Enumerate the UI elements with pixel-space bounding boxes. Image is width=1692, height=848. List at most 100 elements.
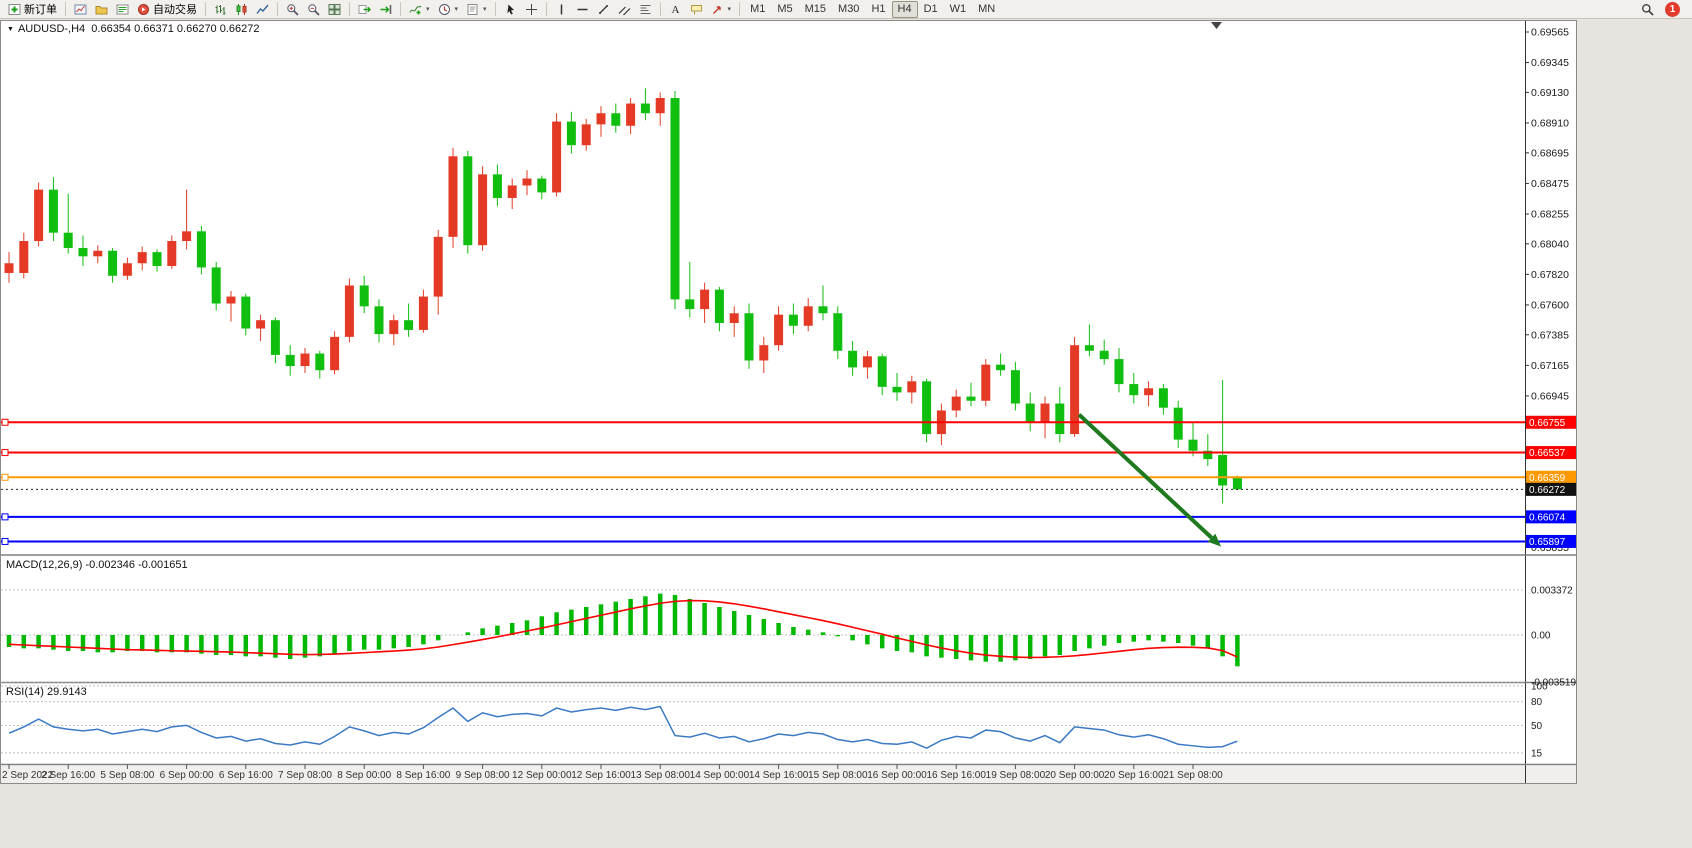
chart-shift-button[interactable] <box>375 1 396 18</box>
line-handle[interactable] <box>1 449 9 457</box>
svg-text:0.65897: 0.65897 <box>1529 537 1566 548</box>
search-button[interactable] <box>1637 1 1658 18</box>
svg-text:0.69130: 0.69130 <box>1531 87 1569 99</box>
trend-line-icon <box>597 3 610 16</box>
horizontal-line-0.65897[interactable]: 0.65897 <box>1 534 1576 548</box>
data-window-button[interactable] <box>112 1 133 18</box>
horizontal-line-0.66074[interactable]: 0.66074 <box>1 510 1576 524</box>
text-label-button[interactable] <box>686 1 707 18</box>
dropdown-caret-icon: ▾ <box>727 6 732 13</box>
timeframe-w1-button[interactable]: W1 <box>944 1 973 18</box>
text-button[interactable]: A <box>665 1 686 18</box>
svg-text:8 Sep 00:00: 8 Sep 00:00 <box>337 770 391 781</box>
svg-text:12 Sep 00:00: 12 Sep 00:00 <box>512 770 572 781</box>
chart-menu-icon[interactable]: ▼ <box>7 26 14 33</box>
periods-button[interactable]: ▾ <box>434 1 463 18</box>
svg-text:15 Sep 08:00: 15 Sep 08:00 <box>808 770 868 781</box>
svg-text:0.69565: 0.69565 <box>1531 27 1569 39</box>
horizontal-line-button[interactable] <box>572 1 593 18</box>
horizontal-line-icon <box>576 3 589 16</box>
horizontal-line-0.66537[interactable]: 0.66537 <box>1 446 1576 460</box>
tile-windows-icon <box>328 3 341 16</box>
timeframe-m5-button[interactable]: M5 <box>771 1 798 18</box>
timeframe-h4-button[interactable]: H4 <box>891 0 918 18</box>
profiles-icon <box>95 3 108 16</box>
crosshair-button[interactable] <box>521 1 542 18</box>
profiles-button[interactable] <box>91 1 112 18</box>
line-handle[interactable] <box>1 473 9 481</box>
svg-text:-0.003519: -0.003519 <box>1531 677 1576 688</box>
candle-chart-button[interactable] <box>231 1 252 18</box>
line-handle[interactable] <box>1 537 9 545</box>
toolbar-separator <box>65 2 66 16</box>
auto-trading-button[interactable]: 自动交易 <box>133 1 201 18</box>
svg-text:0.68040: 0.68040 <box>1531 238 1569 250</box>
svg-text:0.67820: 0.67820 <box>1531 269 1569 281</box>
svg-text:12 Sep 16:00: 12 Sep 16:00 <box>571 770 631 781</box>
bar-chart-button[interactable] <box>210 1 231 18</box>
timeframe-m1-button[interactable]: M1 <box>744 1 771 18</box>
current-price-tag <box>1526 482 1576 496</box>
svg-text:14 Sep 16:00: 14 Sep 16:00 <box>749 770 809 781</box>
timeframe-h1-button[interactable]: H1 <box>865 1 891 18</box>
indicators-button[interactable]: ▾ <box>405 1 434 18</box>
vertical-line-button[interactable] <box>551 1 572 18</box>
toolbar-separator <box>277 2 278 16</box>
svg-text:20 Sep 00:00: 20 Sep 00:00 <box>1045 770 1105 781</box>
line-chart-icon <box>256 3 269 16</box>
chart-plot-area[interactable] <box>1 20 1577 784</box>
notification-badge[interactable]: 1 <box>1665 1 1680 17</box>
timeframe-d1-button[interactable]: D1 <box>918 1 944 18</box>
svg-text:0.68910: 0.68910 <box>1531 117 1569 129</box>
timeframe-m15-button[interactable]: M15 <box>799 1 832 18</box>
toolbar-separator <box>349 2 350 16</box>
horizontal-line-0.66755[interactable]: 0.66755 <box>1 415 1576 429</box>
svg-text:14 Sep 00:00: 14 Sep 00:00 <box>690 770 750 781</box>
chart-window-button[interactable] <box>70 1 91 18</box>
candle-chart-icon <box>235 3 248 16</box>
horizontal-line-0.66359[interactable]: 0.66359 <box>1 470 1576 484</box>
line-handle[interactable] <box>1 513 9 521</box>
price-tag <box>1526 510 1576 524</box>
zoom-out-button[interactable] <box>303 1 324 18</box>
svg-text:0.69345: 0.69345 <box>1531 57 1569 69</box>
rsi-line <box>8 705 1238 750</box>
channel-icon <box>618 3 631 16</box>
svg-text:0.68695: 0.68695 <box>1531 147 1569 159</box>
auto-scroll-button[interactable] <box>354 1 375 18</box>
svg-text:100: 100 <box>1531 682 1548 693</box>
new-order-button[interactable]: 新订单 <box>4 1 61 18</box>
arrows-icon <box>711 3 724 16</box>
cursor-button[interactable] <box>500 1 521 18</box>
line-chart-button[interactable] <box>252 1 273 18</box>
zoom-in-button[interactable] <box>282 1 303 18</box>
equidistant-channel-button[interactable] <box>614 1 635 18</box>
templates-button[interactable]: ▾ <box>462 1 491 18</box>
time-axis-strip[interactable] <box>1 766 1577 784</box>
price-tag <box>1526 470 1576 484</box>
price-axis[interactable]: 0.69565 0.69345 0.69130 0.68910 0.68695 0.684… <box>1525 27 1569 554</box>
chart-shift-marker-icon[interactable] <box>1211 22 1222 29</box>
toolbar-separator <box>494 2 496 16</box>
trend-arrow[interactable] <box>1077 413 1222 547</box>
candlestick-series <box>4 88 1242 504</box>
text-label-icon <box>690 3 703 16</box>
arrows-button[interactable]: ▾ <box>707 1 736 18</box>
line-handle[interactable] <box>1 418 9 426</box>
svg-text:2 Sep 2022: 2 Sep 2022 <box>2 770 54 781</box>
svg-text:A: A <box>671 4 679 16</box>
symbol-ohlc-text: AUDUSD-,H4 0.66354 0.66371 0.66270 0.662… <box>17 23 260 35</box>
timeframe-mn-button[interactable]: MN <box>972 1 1001 18</box>
chart-window-icon <box>74 3 87 16</box>
svg-text:6 Sep 00:00: 6 Sep 00:00 <box>160 770 214 781</box>
zoom-out-icon <box>307 3 320 16</box>
tile-windows-button[interactable] <box>324 1 345 18</box>
fibonacci-button[interactable] <box>635 1 656 18</box>
timeframe-m30-button[interactable]: M30 <box>832 1 865 18</box>
toolbar-right: 1 <box>1637 1 1688 18</box>
svg-text:20 Sep 16:00: 20 Sep 16:00 <box>1104 770 1164 781</box>
svg-text:0.66359: 0.66359 <box>1529 473 1566 484</box>
trend-line-button[interactable] <box>593 1 614 18</box>
